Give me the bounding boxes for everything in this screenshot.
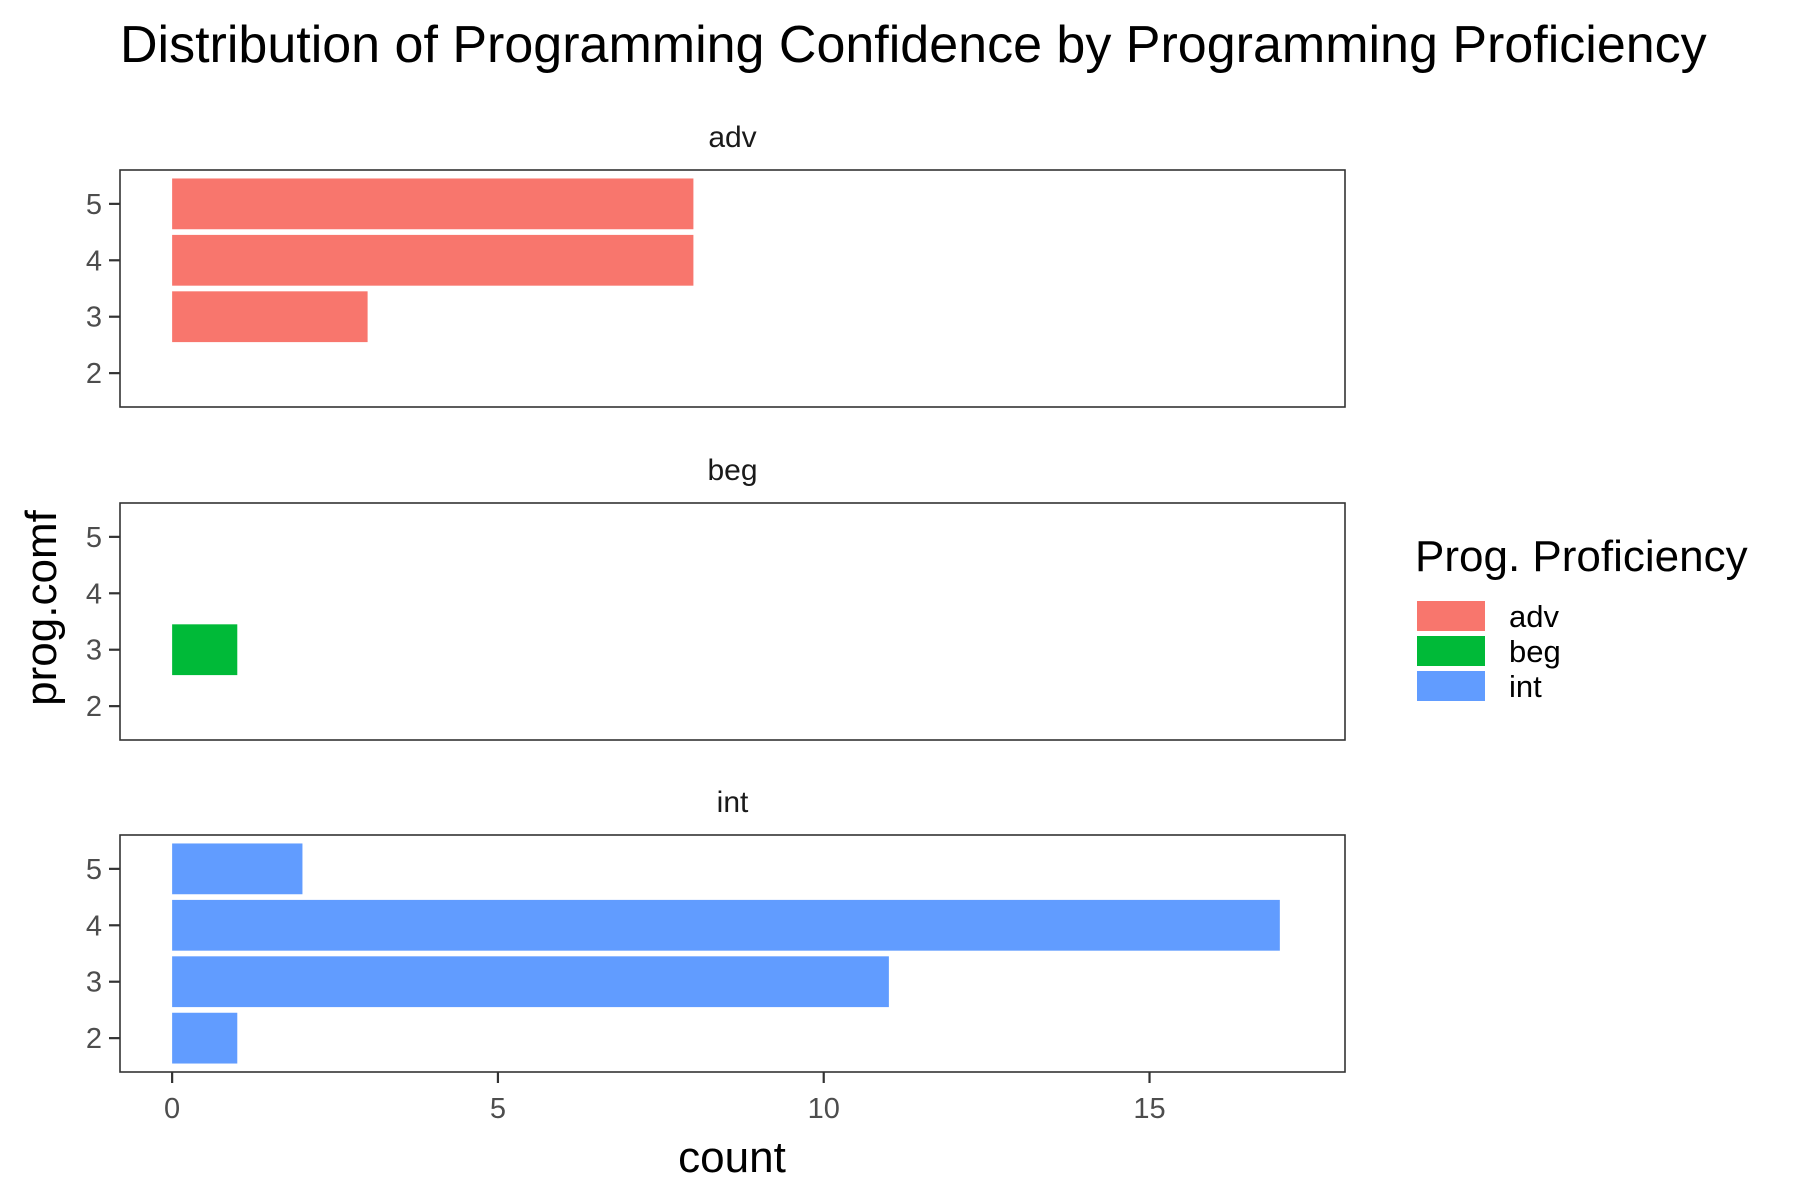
chart-title: Distribution of Programming Confidence b… — [120, 16, 1707, 74]
facet-panel-int: int 2 3 4 5 — [86, 786, 1346, 1073]
facet-strip-label: beg — [707, 454, 757, 487]
x-axis: 0 5 10 15 — [164, 1072, 1166, 1125]
facet-panel-beg: beg 2 3 4 5 — [86, 454, 1346, 741]
facet-strip-label: adv — [708, 121, 756, 154]
y-tick-label: 2 — [86, 1023, 102, 1055]
bar-adv-4 — [172, 234, 694, 286]
bar-adv-3 — [172, 291, 368, 343]
facet-strip-label: int — [717, 786, 749, 819]
facet-panel-adv: adv 2 3 4 5 — [86, 121, 1346, 408]
panel-border — [119, 169, 1346, 408]
legend-key-adv — [1417, 601, 1485, 631]
legend-label-adv: adv — [1509, 599, 1559, 634]
legend-label-int: int — [1509, 669, 1542, 704]
y-tick-label: 4 — [86, 910, 102, 942]
x-tick-label: 0 — [164, 1093, 180, 1125]
y-tick-label: 5 — [86, 854, 102, 886]
legend-key-int — [1417, 671, 1485, 701]
y-tick-label: 2 — [86, 691, 102, 723]
legend-label-beg: beg — [1509, 634, 1561, 669]
legend-title: Prog. Proficiency — [1415, 532, 1748, 581]
bar-beg-3 — [172, 624, 238, 676]
y-tick-label: 3 — [86, 635, 102, 667]
y-tick-label: 4 — [86, 578, 102, 610]
bar-int-3 — [172, 956, 889, 1008]
y-tick-label: 5 — [86, 189, 102, 221]
y-tick-label: 2 — [86, 358, 102, 390]
y-tick-label: 3 — [86, 967, 102, 999]
x-axis-title: count — [678, 1133, 786, 1182]
y-tick-label: 4 — [86, 245, 102, 277]
bar-int-5 — [172, 843, 303, 895]
legend-key-beg — [1417, 636, 1485, 666]
panel-border — [119, 502, 1346, 741]
facet-panels: adv 2 3 4 5 beg 2 3 4 5 int 2 3 4 5 — [86, 121, 1346, 1073]
x-tick-label: 15 — [1133, 1093, 1165, 1125]
y-axis-title: prog.comf — [17, 509, 66, 705]
bar-int-2 — [172, 1012, 238, 1064]
y-tick-label: 5 — [86, 522, 102, 554]
bar-adv-5 — [172, 178, 694, 230]
x-tick-label: 10 — [808, 1093, 840, 1125]
y-tick-label: 3 — [86, 302, 102, 334]
panel-border — [119, 834, 1346, 1073]
bar-int-4 — [172, 899, 1280, 951]
x-tick-label: 5 — [490, 1093, 506, 1125]
